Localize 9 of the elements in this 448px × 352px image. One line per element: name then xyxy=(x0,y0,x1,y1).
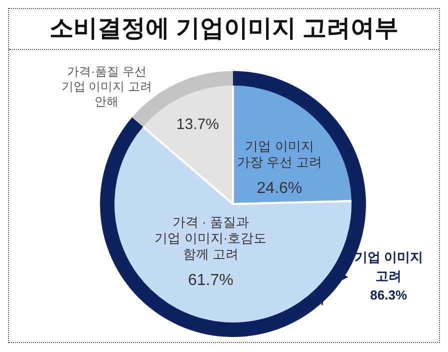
slice-label: 가격 · 품질과 기업 이미지·호감도 함께 고려 xyxy=(154,214,267,262)
slice-label: 가격·품질 우선 기업 이미지 고려 안해 xyxy=(61,64,152,108)
chart-title: 소비결정에 기업이미지 고려여부 xyxy=(9,9,439,50)
data-label: 24.6% xyxy=(256,180,302,197)
data-label: 86.3% xyxy=(370,288,408,303)
data-label: 13.7% xyxy=(176,116,219,133)
data-label: 61.7% xyxy=(188,272,234,290)
slice-label: 기업 이미지 가장 우선 고려 xyxy=(236,138,322,170)
slice-label: 기업 이미지 고려 xyxy=(354,250,423,284)
